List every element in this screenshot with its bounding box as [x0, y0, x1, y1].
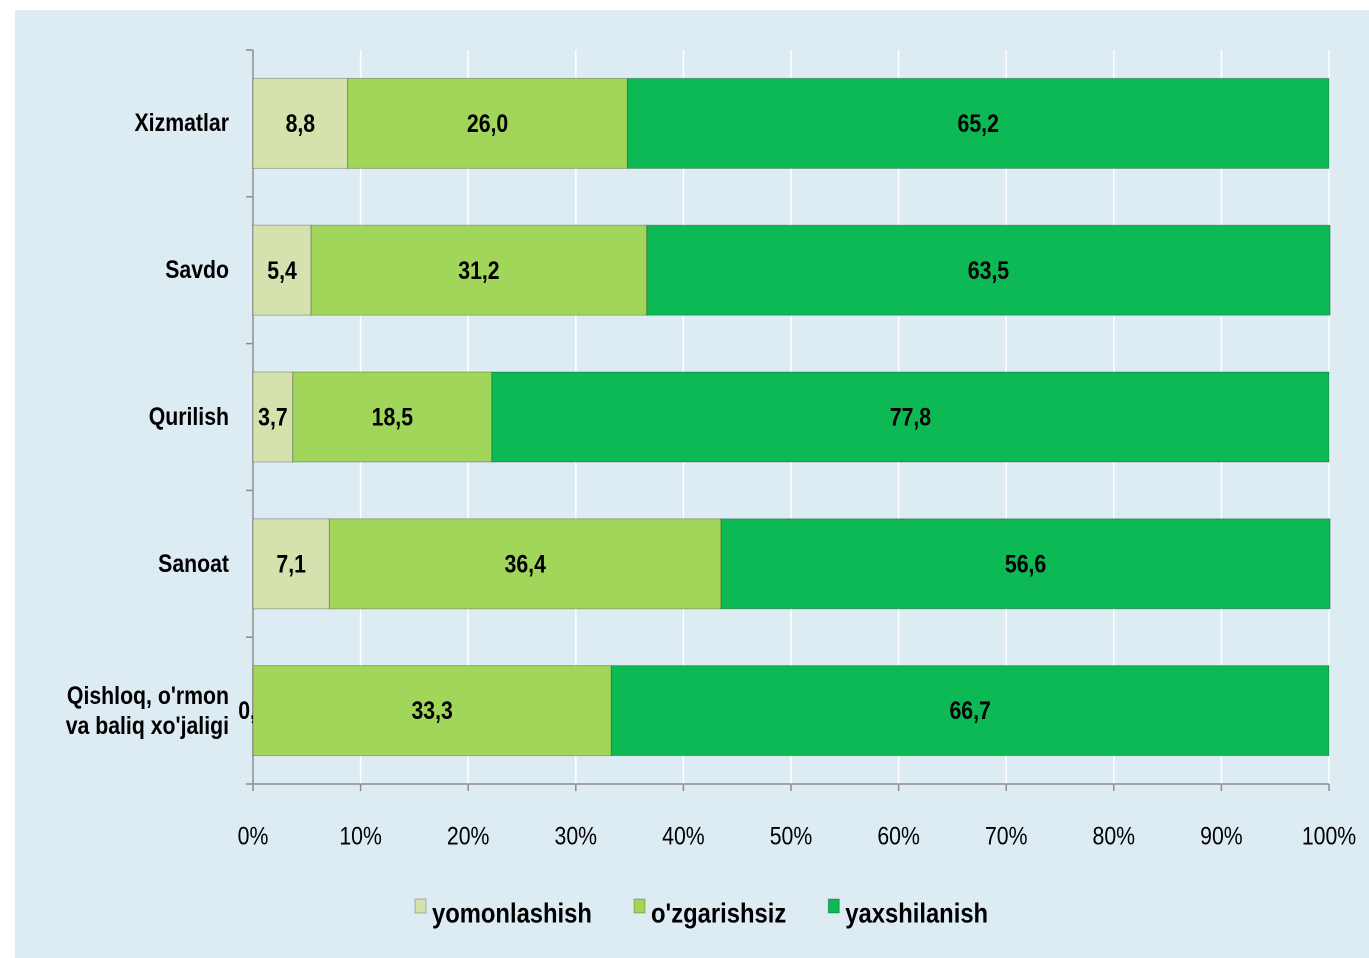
bar-segment: [610, 665, 1330, 757]
data-label: 18,5: [372, 403, 413, 431]
legend-label: yaxshilanish: [845, 897, 988, 929]
data-label: 66,7: [949, 697, 990, 725]
y-tick-label: Qishloq, o'rmon va baliq xo'jaligi: [65, 681, 229, 740]
x-tick-label: 50%: [770, 822, 813, 850]
bar-segment: [646, 224, 1331, 316]
data-label: 31,2: [458, 256, 499, 284]
y-tick-label: Xizmatlar: [134, 109, 229, 138]
bar-segment: [626, 77, 1330, 169]
x-tick-label: 90%: [1200, 822, 1243, 850]
x-tick-label: 60%: [877, 822, 920, 850]
data-label: 36,4: [505, 550, 546, 578]
data-label: 77,8: [890, 403, 931, 431]
bar-segment: [310, 224, 648, 316]
bar-segment: [252, 665, 612, 757]
y-tick-label: Savdo: [165, 256, 229, 285]
y-tick-label: Sanoat: [158, 549, 229, 578]
x-tick-label: 80%: [1093, 822, 1136, 850]
legend-swatch: [633, 898, 646, 914]
x-tick-label: 40%: [662, 822, 705, 850]
bar-segment: [252, 518, 330, 610]
bar-segment: [347, 77, 628, 169]
legend-swatch: [827, 898, 840, 914]
data-label: 63,5: [968, 256, 1009, 284]
y-tick-label: Qurilish: [148, 403, 229, 431]
data-label: 65,2: [958, 109, 999, 137]
bar-segment: [252, 371, 294, 463]
x-tick-label: 30%: [555, 822, 598, 850]
bar-segment: [292, 371, 493, 463]
data-label: 8,8: [286, 109, 316, 137]
bar-segment: [720, 518, 1331, 610]
x-tick-label: 10%: [339, 822, 382, 850]
x-tick-label: 0%: [238, 822, 269, 850]
legend-label: o'zgarishsiz: [651, 897, 786, 929]
data-label: 56,6: [1005, 550, 1046, 578]
data-label: 5,4: [267, 256, 297, 284]
data-label: 3,7: [258, 403, 288, 431]
x-tick-label: 20%: [447, 822, 490, 850]
x-tick-label: 70%: [985, 822, 1028, 850]
legend-label: yomonlashish: [432, 897, 592, 929]
data-label: 33,3: [411, 697, 452, 725]
data-label: 7,1: [276, 550, 306, 578]
legend: yomonlashish o'zgarishsiz yaxshilanish: [414, 897, 988, 929]
data-label: 26,0: [467, 109, 508, 137]
bar-segment: [491, 371, 1330, 463]
bar-segment: [328, 518, 722, 610]
x-tick-label: 100%: [1302, 822, 1356, 850]
legend-swatch: [414, 898, 427, 914]
